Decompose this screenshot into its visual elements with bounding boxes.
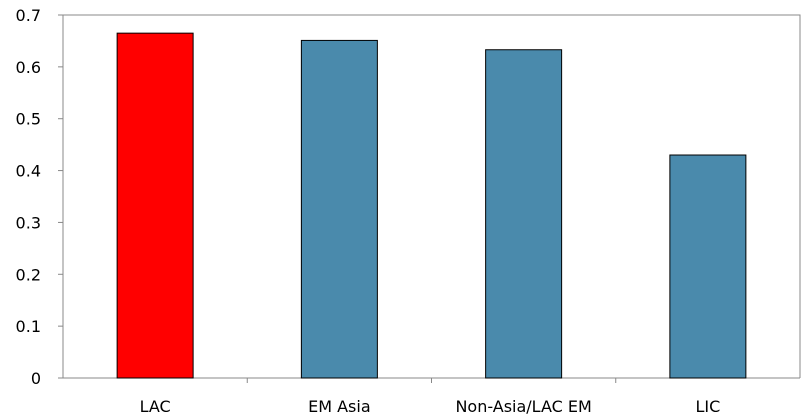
bar-non-asia-lac-em	[485, 49, 563, 379]
y-axis-ticks: 0 0.1 0.2 0.3 0.4 0.5 0.6 0.7	[16, 6, 63, 388]
x-category-label: EM Asia	[308, 397, 371, 416]
y-tick-label: 0.2	[16, 265, 41, 284]
y-tick-label: 0	[31, 369, 41, 388]
y-tick-label: 0.4	[16, 162, 41, 181]
y-tick-label: 0.3	[16, 213, 41, 232]
y-tick-label: 0.5	[16, 110, 41, 129]
x-category-label: Non-Asia/LAC EM	[455, 397, 591, 416]
bar-em-asia	[300, 39, 378, 379]
x-category-label: LAC	[140, 397, 171, 416]
bar-lic	[669, 154, 747, 379]
plot-border	[62, 14, 801, 378]
y-tick-label: 0.1	[16, 317, 41, 336]
bar-lac	[116, 32, 194, 379]
y-tick-label: 0.6	[16, 58, 41, 77]
x-category-label: LIC	[695, 397, 720, 416]
x-axis-labels: LAC EM Asia Non-Asia/LAC EM LIC	[140, 397, 721, 416]
y-tick-label: 0.7	[16, 6, 41, 25]
plot-area	[62, 14, 801, 383]
